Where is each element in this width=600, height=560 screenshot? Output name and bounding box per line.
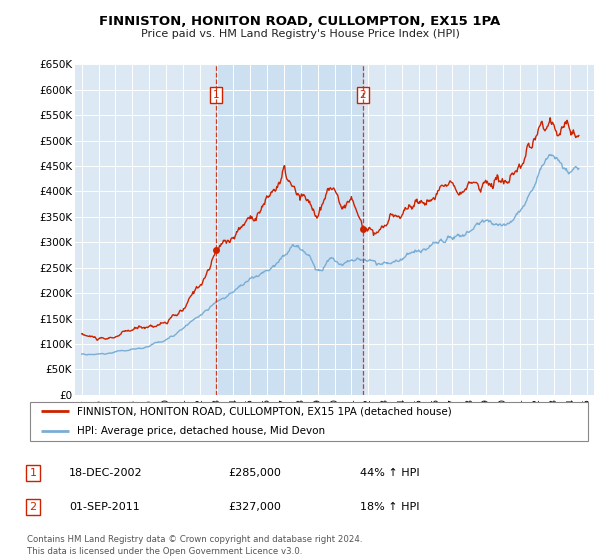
- Text: 1: 1: [213, 90, 220, 100]
- Text: 18-DEC-2002: 18-DEC-2002: [69, 468, 143, 478]
- Text: 2: 2: [29, 502, 37, 512]
- Text: £285,000: £285,000: [228, 468, 281, 478]
- Text: 2: 2: [359, 90, 366, 100]
- Text: 1: 1: [29, 468, 37, 478]
- Text: 01-SEP-2011: 01-SEP-2011: [69, 502, 140, 512]
- Bar: [216, 64, 362, 395]
- Text: FINNISTON, HONITON ROAD, CULLOMPTON, EX15 1PA: FINNISTON, HONITON ROAD, CULLOMPTON, EX1…: [100, 15, 500, 28]
- Text: HPI: Average price, detached house, Mid Devon: HPI: Average price, detached house, Mid …: [77, 427, 325, 436]
- Text: Price paid vs. HM Land Registry's House Price Index (HPI): Price paid vs. HM Land Registry's House …: [140, 29, 460, 39]
- Text: 18% ↑ HPI: 18% ↑ HPI: [360, 502, 419, 512]
- Text: 44% ↑ HPI: 44% ↑ HPI: [360, 468, 419, 478]
- FancyBboxPatch shape: [30, 402, 588, 441]
- Text: FINNISTON, HONITON ROAD, CULLOMPTON, EX15 1PA (detached house): FINNISTON, HONITON ROAD, CULLOMPTON, EX1…: [77, 407, 451, 416]
- Text: £327,000: £327,000: [228, 502, 281, 512]
- Text: Contains HM Land Registry data © Crown copyright and database right 2024.
This d: Contains HM Land Registry data © Crown c…: [27, 535, 362, 556]
